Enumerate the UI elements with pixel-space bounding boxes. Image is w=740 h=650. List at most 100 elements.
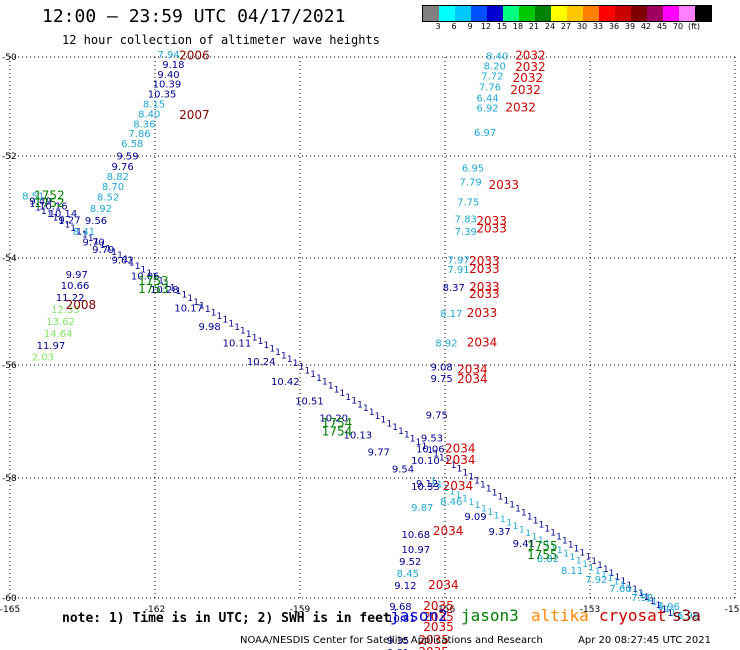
track-mark: 1 bbox=[525, 529, 531, 539]
track-mark: 1 bbox=[562, 537, 568, 547]
track-mark: 1 bbox=[492, 488, 498, 498]
x-tick-label: -165 bbox=[0, 605, 20, 615]
wave-height-label: 7.72 bbox=[481, 71, 503, 82]
wave-height-label: 10.24 bbox=[247, 357, 276, 368]
track-mark: 1 bbox=[123, 255, 129, 265]
wave-height-label: 14.64 bbox=[44, 329, 73, 340]
wave-height-label: 9.77 bbox=[368, 447, 390, 458]
wave-height-label: 8.17 bbox=[440, 309, 462, 320]
wave-height-label: 10.33 bbox=[411, 482, 440, 493]
track-mark: 1 bbox=[538, 536, 544, 546]
wave-height-labels: 7.949.189.4010.3910.358.158.408.367.866.… bbox=[22, 50, 699, 650]
track-mark: 1 bbox=[322, 378, 328, 388]
wave-height-label: 9.12 bbox=[416, 479, 438, 490]
track-mark: 1 bbox=[527, 513, 533, 523]
track-mark: 1 bbox=[410, 434, 416, 444]
wave-height-label: 8.15 bbox=[143, 99, 165, 110]
wave-height-label: 9.81 bbox=[387, 648, 409, 650]
track-mark: 1 bbox=[29, 200, 35, 210]
track-mark: 1 bbox=[661, 605, 667, 615]
y-tick-label: -54 bbox=[2, 254, 17, 264]
track-mark: 1 bbox=[100, 241, 106, 251]
units-note: note: 1) Time is in UTC; 2) SWH is in fe… bbox=[62, 611, 391, 626]
wave-height-label: 10.20 bbox=[319, 414, 348, 425]
wave-height-label: 10.13 bbox=[344, 430, 373, 441]
track-mark: 1 bbox=[64, 220, 70, 230]
wave-height-label: 6.96 bbox=[677, 611, 699, 622]
track-mark: 1 bbox=[211, 309, 217, 319]
y-tick-label: -58 bbox=[2, 474, 17, 484]
track-mark: 1 bbox=[141, 266, 147, 276]
wave-height-label: 2.03 bbox=[32, 353, 54, 364]
colorbar-swatch bbox=[519, 6, 535, 21]
colorbar-tick-label: 21 bbox=[528, 22, 540, 31]
wave-height-label: 9.37 bbox=[489, 527, 511, 538]
track-mark: 1 bbox=[439, 453, 445, 463]
track-mark: 1 bbox=[580, 549, 586, 559]
pass-time-label: 2032 bbox=[513, 71, 544, 85]
wave-height-label: 7.76 bbox=[479, 83, 501, 94]
pass-time-label: 2033 bbox=[467, 306, 498, 320]
track-mark: 1 bbox=[639, 591, 645, 601]
track-mark: 1 bbox=[475, 501, 481, 511]
pass-time-label: 2034 bbox=[445, 453, 476, 467]
track-mark: 1 bbox=[557, 546, 563, 556]
track-mark: 1 bbox=[601, 570, 607, 580]
track-mark: 1 bbox=[457, 465, 463, 475]
wave-height-label: 8.46 bbox=[440, 497, 462, 508]
track-mark: 1 bbox=[176, 287, 182, 297]
track-mark: 1 bbox=[626, 581, 632, 591]
track-mark: 1 bbox=[275, 348, 281, 358]
track-mark: 1 bbox=[570, 553, 576, 563]
colorbar-swatch bbox=[503, 6, 519, 21]
pass-time-label: 2008 bbox=[66, 298, 97, 312]
track-mark: 1 bbox=[281, 352, 287, 362]
page-title: 12:00 – 23:59 UTC 04/17/2021 bbox=[42, 6, 346, 27]
wave-height-label: 9.53 bbox=[421, 433, 443, 444]
track-mark: 1 bbox=[576, 557, 582, 567]
track-mark: 1 bbox=[404, 431, 410, 441]
wave-height-label: 8.92 bbox=[90, 204, 112, 215]
colorbar-swatch bbox=[615, 6, 631, 21]
wave-height-label: 10.68 bbox=[402, 530, 431, 541]
track-mark: 1 bbox=[287, 355, 293, 365]
track-mark: 1 bbox=[550, 529, 556, 539]
colorbar-swatch bbox=[647, 6, 663, 21]
track-mark: 1 bbox=[503, 496, 509, 506]
colorbar-tick-label: 12 bbox=[480, 22, 492, 31]
colorbar-swatch bbox=[471, 6, 487, 21]
wave-height-label: 9.40 bbox=[157, 70, 179, 81]
track-mark: 1 bbox=[486, 484, 492, 494]
track-mark: 1 bbox=[521, 509, 527, 519]
track-mark: 1 bbox=[70, 224, 76, 234]
track-mark: 1 bbox=[445, 457, 451, 467]
track-mark: 1 bbox=[82, 231, 88, 241]
axis-ticks: -165 -162 -159 -156 -153 -150 -50 -52 -54 -56 -58 -… bbox=[0, 53, 740, 615]
track-mark: 1 bbox=[609, 569, 615, 579]
wave-height-label: 6.44 bbox=[476, 94, 498, 105]
track-mark: 1 bbox=[316, 374, 322, 384]
footer-credit: NOAA/NESDIS Center for Satellite Applica… bbox=[240, 635, 543, 646]
colorbar-tick-label: 33 bbox=[592, 22, 604, 31]
track-mark: 1 bbox=[632, 585, 638, 595]
track-mark: 1 bbox=[677, 612, 683, 622]
wave-height-label: 10.17 bbox=[174, 304, 203, 315]
wave-height-label: 11.22 bbox=[56, 293, 85, 304]
wave-height-label: 7.92 bbox=[585, 575, 607, 586]
map-grid bbox=[9, 56, 736, 599]
pass-time-label: 2032 bbox=[515, 48, 546, 62]
wave-height-label: 8.11 bbox=[561, 566, 583, 577]
wave-height-label: 6.92 bbox=[476, 103, 498, 114]
pass-time-label: 2034 bbox=[457, 362, 488, 376]
track-mark: 1 bbox=[431, 477, 437, 487]
pass-time-label: 2033 bbox=[489, 178, 520, 192]
wave-height-label: 8.52 bbox=[97, 192, 119, 203]
colorbar-swatch bbox=[599, 6, 615, 21]
track-mark: 1 bbox=[582, 560, 588, 570]
track-mark: 1 bbox=[293, 359, 299, 369]
colorbar-swatch bbox=[423, 6, 439, 21]
track-mark: 1 bbox=[105, 244, 111, 254]
pass-time-label: 1754 bbox=[322, 425, 353, 439]
track-mark: 1 bbox=[468, 498, 474, 508]
